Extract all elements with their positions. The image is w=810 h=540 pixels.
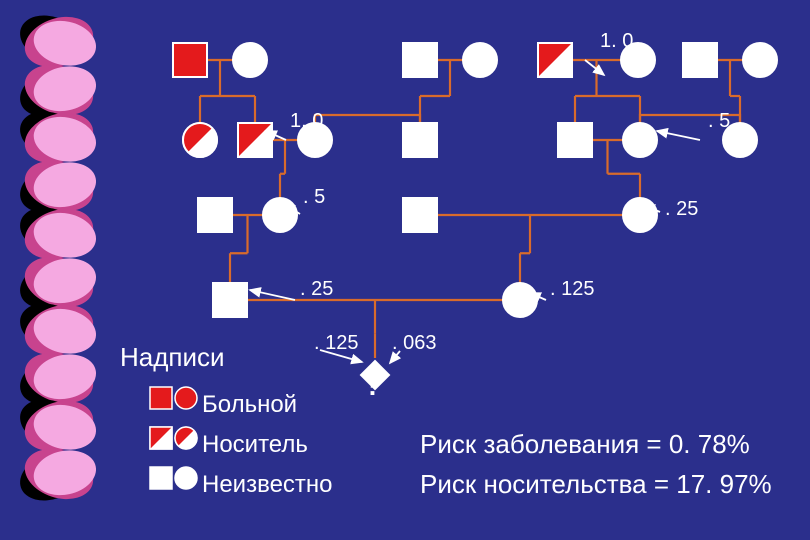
node-g1b_m [403,43,437,77]
prob-label-0: 1. 0 [600,30,633,53]
node-g2c_f [623,123,657,157]
node-g3b_m [403,198,437,232]
node-g3c_f [623,198,657,232]
question-mark: ? [362,360,384,405]
node-g1b_f [463,43,497,77]
legend-label-2: Неизвестно [202,471,333,499]
prob-label-4: . 25 [665,198,698,221]
node-g1c_m [538,43,572,77]
node-g2a_m [238,123,272,157]
node-g4b_f [503,283,537,317]
prob-label-3: . 5 [303,186,325,209]
node-g3a_f [263,198,297,232]
node-g2b_m [403,123,437,157]
node-g3a_m [198,198,232,232]
legend-title: Надписи [120,342,225,373]
prob-label-7: . 125 [314,332,358,355]
prob-label-5: . 25 [300,278,333,301]
node-g1d_f [743,43,777,77]
node-g1d_m [683,43,717,77]
node-g4a_m [213,283,247,317]
prob-label-2: . 5 [708,110,730,133]
legend-label-1: Носитель [202,431,308,459]
node-g1a_m [173,43,207,77]
prob-label-6: . 125 [550,278,594,301]
node-g1a_f [233,43,267,77]
legend-label-0: Больной [202,391,297,419]
prob-label-1: 1. 0 [290,110,323,133]
risk-line-2: Риск носительства = 17. 97% [420,469,772,500]
prob-label-8: . 063 [392,332,436,355]
node-g2c_m [558,123,592,157]
risk-line-1: Риск заболевания = 0. 78% [420,429,750,460]
